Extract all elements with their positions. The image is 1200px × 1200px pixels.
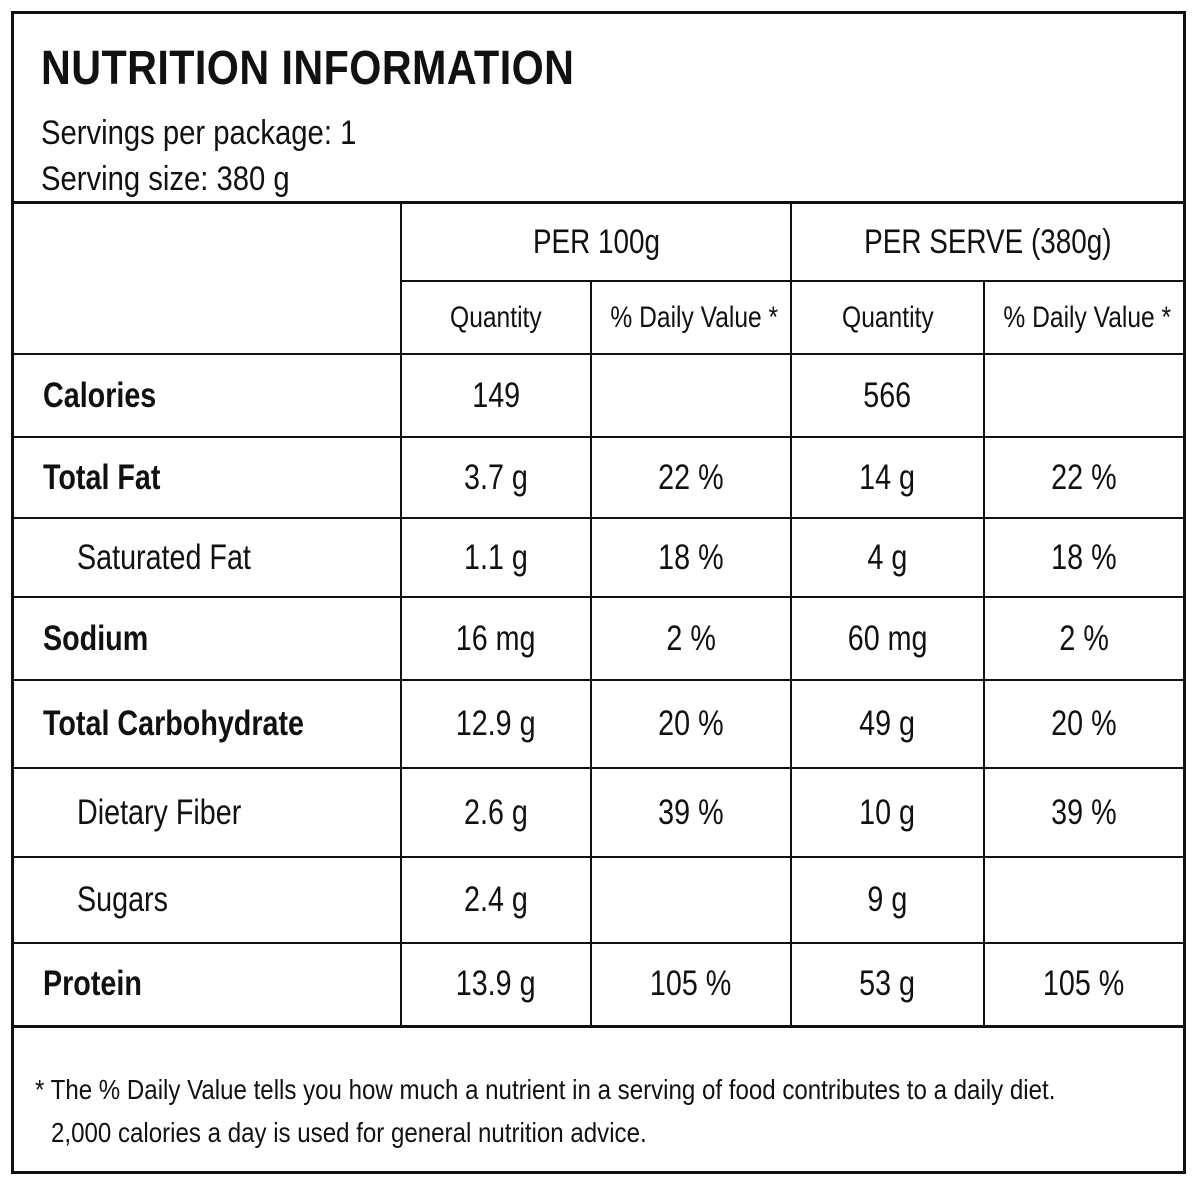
daily-value-per-100g: 2 %	[590, 596, 792, 681]
daily-value-per-serve	[982, 353, 1184, 438]
nutrient-name: Saturated Fat	[14, 517, 402, 598]
daily-value-per-100g: 22 %	[590, 436, 792, 519]
daily-value-per-serve: 18 %	[982, 517, 1184, 598]
nutrient-name: Protein	[14, 942, 402, 1028]
quantity-per-serve: 14 g	[790, 436, 985, 519]
daily-value-per-serve: 22 %	[982, 436, 1184, 519]
table-subheader-row: Quantity % Daily Value * Quantity % Dail…	[14, 280, 1184, 355]
daily-value-per-100g: 39 %	[590, 767, 792, 858]
quantity-per-100g: 3.7 g	[400, 436, 592, 519]
daily-value-per-100g: 20 %	[590, 679, 792, 769]
column-header-quantity: Quantity	[790, 280, 985, 355]
nutrient-name: Calories	[14, 353, 402, 438]
label-title: NUTRITION INFORMATION	[41, 42, 575, 95]
nutrient-name: Total Fat	[14, 436, 402, 519]
quantity-per-serve: 4 g	[790, 517, 985, 598]
nutrient-name: Total Carbohydrate	[14, 679, 402, 769]
servings-per-package: Servings per package: 1	[41, 114, 357, 152]
column-header-quantity: Quantity	[401, 280, 592, 355]
daily-value-per-100g	[590, 353, 792, 438]
nutrition-label: NUTRITION INFORMATION Servings per packa…	[11, 11, 1186, 1174]
quantity-per-100g: 16 mg	[400, 596, 592, 681]
quantity-per-100g: 1.1 g	[400, 517, 592, 598]
table-row: Protein 13.9 g 105 % 53 g 105 %	[14, 942, 1184, 1028]
corner-cell	[14, 204, 402, 355]
quantity-per-100g: 12.9 g	[400, 679, 592, 769]
serving-size: Serving size: 380 g	[41, 160, 290, 198]
quantity-per-serve: 60 mg	[790, 596, 985, 681]
table-row: Calories 149 566	[14, 353, 1184, 438]
daily-value-per-100g	[590, 856, 792, 944]
table-row: Sugars 2.4 g 9 g	[14, 856, 1184, 944]
quantity-per-serve: 566	[790, 353, 985, 438]
nutrient-name: Sugars	[14, 856, 402, 944]
quantity-per-100g: 2.6 g	[400, 767, 592, 858]
quantity-per-serve: 9 g	[790, 856, 985, 944]
nutrition-table: PER 100g PER SERVE (380g) Quantity % Dai…	[14, 204, 1184, 1028]
column-header-daily-value: % Daily Value *	[982, 280, 1184, 355]
nutrient-name: Sodium	[14, 596, 402, 681]
quantity-per-100g: 149	[400, 353, 592, 438]
daily-value-per-serve: 39 %	[982, 767, 1184, 858]
column-header-daily-value: % Daily Value *	[590, 280, 792, 355]
table-row: Total Fat 3.7 g 22 % 14 g 22 %	[14, 436, 1184, 519]
quantity-per-100g: 2.4 g	[400, 856, 592, 944]
daily-value-per-serve: 20 %	[982, 679, 1184, 769]
daily-value-per-serve	[982, 856, 1184, 944]
quantity-per-100g: 13.9 g	[400, 942, 592, 1028]
column-group-per-100g: PER 100g	[400, 204, 792, 282]
daily-value-per-100g: 18 %	[590, 517, 792, 598]
table-row: Dietary Fiber 2.6 g 39 % 10 g 39 %	[14, 767, 1184, 858]
column-group-per-serve: PER SERVE (380g)	[789, 204, 1184, 282]
quantity-per-serve: 53 g	[790, 942, 985, 1028]
daily-value-per-serve: 105 %	[982, 942, 1184, 1028]
quantity-per-serve: 10 g	[790, 767, 985, 858]
table-row: Total Carbohydrate 12.9 g 20 % 49 g 20 %	[14, 679, 1184, 769]
nutrient-name: Dietary Fiber	[14, 767, 402, 858]
table-group-header-row: PER 100g PER SERVE (380g)	[14, 204, 1184, 355]
daily-value-per-serve: 2 %	[982, 596, 1184, 681]
footnote-line-1: * The % Daily Value tells you how much a…	[35, 1074, 1056, 1105]
table-row: Saturated Fat 1.1 g 18 % 4 g 18 %	[14, 517, 1184, 598]
label-header: NUTRITION INFORMATION Servings per packa…	[14, 14, 1183, 204]
footnote-line-2: 2,000 calories a day is used for general…	[51, 1117, 647, 1148]
table-row: Sodium 16 mg 2 % 60 mg 2 %	[14, 596, 1184, 681]
quantity-per-serve: 49 g	[790, 679, 985, 769]
daily-value-per-100g: 105 %	[590, 942, 792, 1028]
